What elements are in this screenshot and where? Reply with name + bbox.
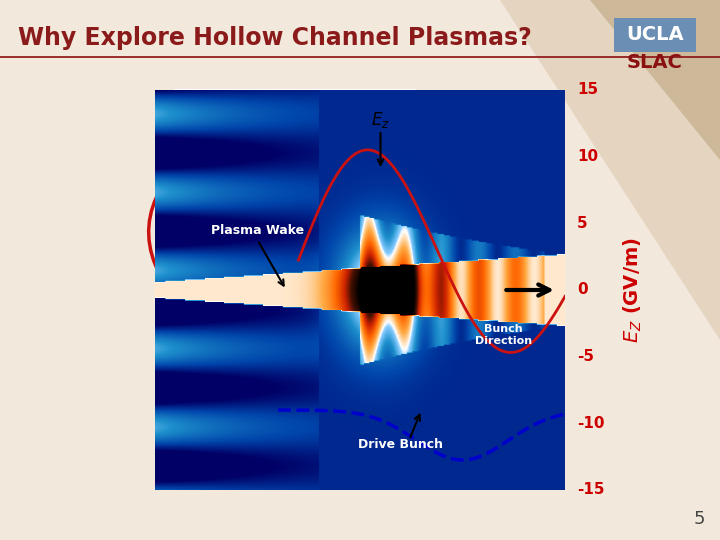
FancyBboxPatch shape xyxy=(175,90,415,148)
Text: -5: -5 xyxy=(577,349,594,364)
Text: 0: 0 xyxy=(577,282,588,298)
Text: Drive Bunch: Drive Bunch xyxy=(359,438,444,451)
Text: 5: 5 xyxy=(693,510,705,528)
Text: -10: -10 xyxy=(577,416,605,431)
Text: Why Explore Hollow Channel Plasmas?: Why Explore Hollow Channel Plasmas? xyxy=(18,26,532,50)
Polygon shape xyxy=(590,0,720,160)
Text: 5: 5 xyxy=(577,216,588,231)
Polygon shape xyxy=(500,0,720,340)
Text: UCLA: UCLA xyxy=(626,25,684,44)
FancyBboxPatch shape xyxy=(614,18,696,52)
Text: $E_Z$ (GV/m): $E_Z$ (GV/m) xyxy=(622,237,644,343)
Text: -15: -15 xyxy=(577,483,605,497)
Text: Accelerating but defocusing
for positrons.: Accelerating but defocusing for positron… xyxy=(188,101,402,137)
Text: Bunch
Direction: Bunch Direction xyxy=(475,324,532,346)
Text: 15: 15 xyxy=(577,83,598,98)
Text: $E_z$: $E_z$ xyxy=(371,110,390,130)
Text: Plasma Wake: Plasma Wake xyxy=(211,224,304,237)
Text: 10: 10 xyxy=(577,149,598,164)
Text: SLAC: SLAC xyxy=(627,52,683,71)
